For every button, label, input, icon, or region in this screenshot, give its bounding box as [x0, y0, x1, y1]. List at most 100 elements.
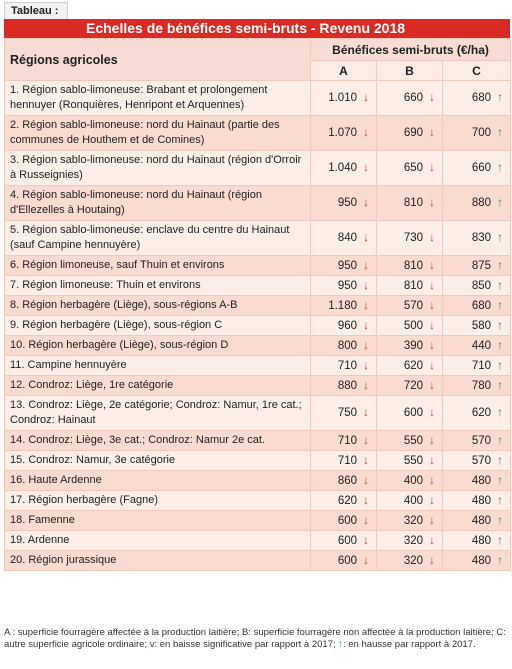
arrow-down-icon: ↓	[363, 452, 369, 467]
value-c: 480	[471, 514, 492, 527]
table-row: 4. Région sablo-limoneuse: nord du Haina…	[4, 185, 512, 221]
header-col-c: C	[441, 60, 512, 81]
arrow-up-icon: ↑	[497, 297, 504, 312]
value-b: 690	[403, 127, 423, 139]
value-cell-c: 480 ↑	[441, 490, 512, 511]
region-cell: 4. Région sablo-limoneuse: nord du Haina…	[4, 185, 311, 221]
value-b: 550	[403, 434, 423, 447]
value-cell-c: 680 ↑	[441, 295, 512, 316]
value-cell-a: 1.070 ↓	[310, 115, 377, 151]
value-cell-b: 660 ↓	[376, 80, 443, 116]
value-c: 620	[471, 407, 492, 419]
value-cell-a: 840 ↓	[310, 220, 377, 256]
arrow-down-icon: ↓	[363, 195, 369, 209]
value-c: 570	[471, 434, 492, 447]
value-cell-b: 320 ↓	[376, 550, 443, 571]
table-row: 15. Condroz: Namur, 3e catégorie 710 ↓ 550 ↓…	[4, 450, 512, 471]
table-row: 2. Région sablo-limoneuse: nord du Haina…	[4, 115, 512, 151]
value-b: 730	[403, 232, 423, 244]
table-row: 18. Famenne 600 ↓ 320 ↓ 480 ↑	[4, 510, 512, 531]
value-a: 1.040	[328, 162, 357, 174]
value-c: 480	[471, 494, 492, 507]
region-cell: 12. Condroz: Liège, 1re catégorie	[4, 375, 311, 396]
value-b: 810	[403, 197, 423, 209]
arrow-up-icon: ↑	[497, 160, 504, 174]
value-a: 710	[337, 359, 357, 372]
table-row: 5. Région sablo-limoneuse: enclave du ce…	[4, 220, 512, 256]
region-cell: 10. Région herbagère (Liège), sous-régio…	[4, 335, 311, 356]
region-cell: 18. Famenne	[4, 510, 311, 531]
value-cell-a: 880 ↓	[310, 375, 377, 396]
arrow-down-icon: ↓	[363, 125, 369, 139]
arrow-up-icon: ↑	[497, 90, 504, 104]
value-c: 480	[471, 554, 492, 567]
arrow-down-icon: ↓	[429, 257, 435, 272]
value-c: 700	[471, 127, 492, 139]
arrow-down-icon: ↓	[429, 377, 435, 392]
arrow-down-icon: ↓	[363, 160, 369, 174]
arrow-up-icon: ↑	[497, 405, 504, 419]
value-b: 320	[403, 534, 423, 547]
region-cell: 13. Condroz: Liège, 2e catégorie; Condro…	[4, 395, 311, 431]
value-cell-a: 800 ↓	[310, 335, 377, 356]
arrow-down-icon: ↓	[363, 277, 369, 292]
value-a: 860	[337, 474, 357, 487]
arrow-down-icon: ↓	[429, 230, 435, 244]
value-a: 750	[337, 407, 357, 419]
value-c: 780	[471, 379, 492, 392]
value-cell-c: 480 ↑	[441, 510, 512, 531]
arrow-up-icon: ↑	[497, 492, 504, 507]
value-cell-a: 750 ↓	[310, 395, 377, 431]
value-c: 880	[471, 197, 492, 209]
table-row: 16. Haute Ardenne 860 ↓ 400 ↓ 480 ↑	[4, 470, 512, 491]
arrow-down-icon: ↓	[363, 230, 369, 244]
arrow-up-icon: ↑	[497, 195, 504, 209]
table-row: 10. Région herbagère (Liège), sous-régio…	[4, 335, 512, 356]
value-c: 660	[471, 162, 492, 174]
value-cell-b: 400 ↓	[376, 490, 443, 511]
arrow-down-icon: ↓	[363, 297, 369, 312]
arrow-down-icon: ↓	[429, 317, 435, 332]
value-b: 400	[403, 474, 423, 487]
value-cell-b: 810 ↓	[376, 255, 443, 276]
value-a: 1.070	[328, 127, 357, 139]
value-cell-c: 875 ↑	[441, 255, 512, 276]
region-cell: 5. Région sablo-limoneuse: enclave du ce…	[4, 220, 311, 256]
value-cell-a: 1.040 ↓	[310, 150, 377, 186]
arrow-down-icon: ↓	[429, 532, 435, 547]
value-b: 320	[403, 514, 423, 527]
region-cell: 11. Campine hennuyère	[4, 355, 311, 376]
value-cell-b: 550 ↓	[376, 430, 443, 451]
arrow-up-icon: ↑	[497, 552, 504, 567]
arrow-down-icon: ↓	[363, 377, 369, 392]
table-tab-label: Tableau :	[4, 2, 68, 19]
value-cell-c: 830 ↑	[441, 220, 512, 256]
value-c: 850	[471, 279, 492, 292]
value-cell-b: 690 ↓	[376, 115, 443, 151]
arrow-down-icon: ↓	[429, 432, 435, 447]
arrow-up-icon: ↑	[338, 639, 344, 650]
value-cell-a: 960 ↓	[310, 315, 377, 336]
value-b: 320	[403, 554, 423, 567]
value-cell-c: 710 ↑	[441, 355, 512, 376]
value-cell-c: 680 ↑	[441, 80, 512, 116]
region-cell: 16. Haute Ardenne	[4, 470, 311, 491]
arrow-up-icon: ↑	[497, 337, 504, 352]
value-cell-a: 620 ↓	[310, 490, 377, 511]
region-cell: 9. Région herbagère (Liège), sous-région…	[4, 315, 311, 336]
value-cell-c: 480 ↑	[441, 530, 512, 551]
value-a: 960	[337, 319, 357, 332]
value-a: 950	[337, 197, 357, 209]
value-a: 950	[337, 259, 357, 272]
value-a: 600	[337, 554, 357, 567]
arrow-down-icon: ↓	[429, 512, 435, 527]
value-cell-b: 810 ↓	[376, 185, 443, 221]
value-c: 875	[471, 259, 492, 272]
arrow-down-icon: ↓	[363, 472, 369, 487]
value-cell-b: 620 ↓	[376, 355, 443, 376]
arrow-up-icon: ↑	[497, 357, 504, 372]
value-cell-a: 1.010 ↓	[310, 80, 377, 116]
value-cell-c: 700 ↑	[441, 115, 512, 151]
footnote-up-text: : en hausse par rapport à 2017.	[343, 639, 476, 650]
value-cell-a: 710 ↓	[310, 355, 377, 376]
